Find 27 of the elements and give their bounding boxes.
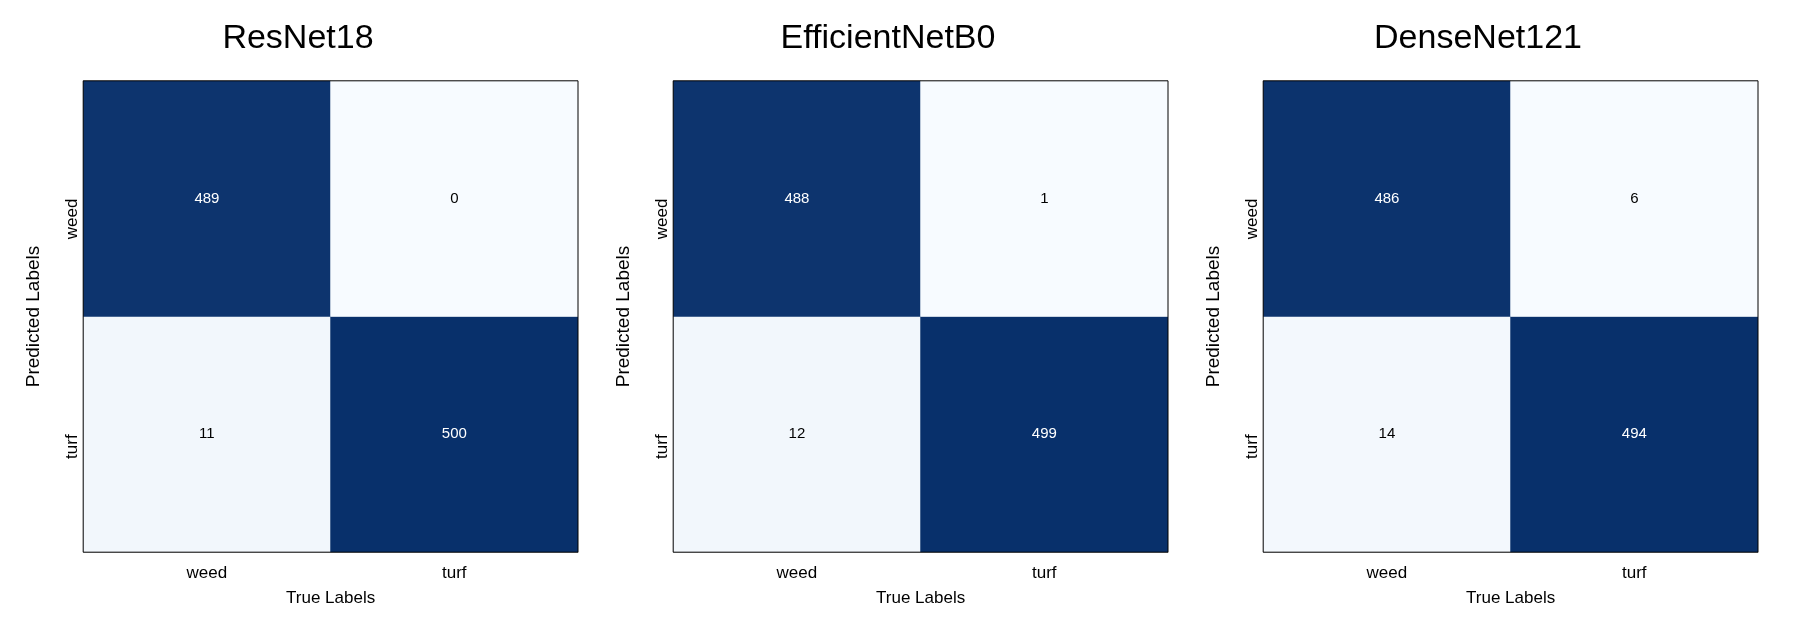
data-label: 6 [1630, 188, 1639, 206]
x-axis-title: True Labels [876, 588, 966, 608]
data-label: 500 [441, 424, 467, 442]
chart-title: ResNet18 [222, 16, 374, 55]
chart-title: EfficientNetB0 [780, 16, 996, 55]
data-label: 489 [194, 188, 220, 206]
x-axis-title: True Labels [1466, 588, 1556, 608]
x-tick-label: weed [185, 563, 228, 583]
data-label: 14 [1378, 424, 1396, 442]
x-tick-label: turf [442, 563, 467, 583]
data-label: 488 [784, 188, 810, 206]
y-axis-title: Predicted Labels [1201, 245, 1223, 388]
x-tick-label: weed [1365, 563, 1408, 583]
x-axis-title: True Labels [286, 588, 376, 608]
data-label: 499 [1031, 424, 1057, 442]
data-label: 12 [788, 424, 806, 442]
x-tick-label: turf [1622, 563, 1647, 583]
data-label: 11 [199, 424, 215, 442]
x-tick-label: weed [775, 563, 818, 583]
y-axis-title: Predicted Labels [21, 245, 43, 388]
x-tick-label: turf [1032, 563, 1057, 583]
chart-title: DenseNet121 [1374, 16, 1582, 55]
y-axis-title: Predicted Labels [611, 245, 633, 388]
data-label: 494 [1621, 424, 1647, 442]
data-label: 0 [450, 188, 459, 206]
data-label: 1 [1040, 188, 1049, 206]
data-label: 486 [1374, 188, 1400, 206]
